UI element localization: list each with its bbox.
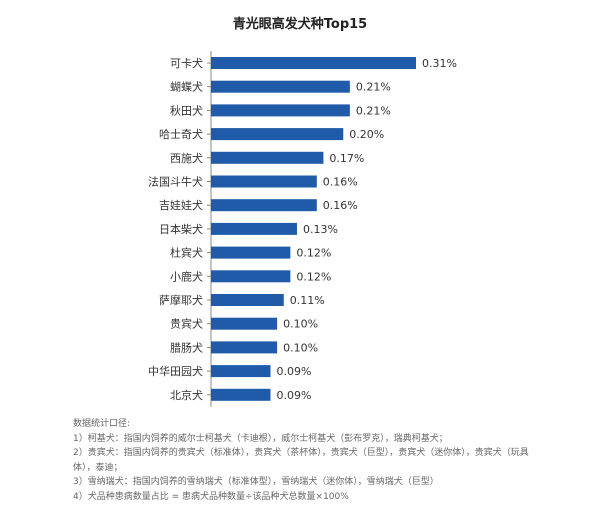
category-label: 贵宾犬 [170,317,203,331]
bar-chart: 可卡犬 0.31% 蝴蝶犬 0.21% 秋田犬 0.21% 哈士奇犬 0.20% 西施犬 0.17… [148,51,457,407]
bar [211,365,271,378]
value-label: 0.21% [356,81,391,94]
footnote-line-2: 2）贵宾犬：指国内饲养的贵宾犬（标准体），贵宾犬（茶杯体），贵宾犬（巨型），贵宾… [73,448,529,473]
category-label: 哈士奇犬 [159,127,203,141]
chart-title: 青光眼高发犬种Top15 [232,17,368,32]
bar [211,317,278,330]
value-label: 0.20% [349,128,384,141]
category-label: 秋田犬 [170,103,203,117]
footnote-line-4: 4）犬品种患病数量占比 = 患病犬品种数量÷该品种犬总数量×100% [73,491,349,502]
category-label: 吉娃娃犬 [159,198,203,212]
value-label: 0.21% [356,104,391,117]
value-label: 0.12% [296,247,331,260]
bar [211,388,271,401]
category-label: 小鹿犬 [170,269,203,283]
bar [211,80,350,93]
bar [211,270,291,283]
bar [211,341,278,354]
footnote-line-1: 1）柯基犬：指国内饲养的威尔士柯基犬（卡迪根），威尔士柯基犬（彭布罗克），瑞典柯… [73,433,448,444]
category-label: 西施犬 [170,151,203,165]
bar [211,151,324,164]
value-label: 0.13% [303,223,338,236]
footnote-heading: 数据统计口径: [73,419,131,429]
value-label: 0.16% [323,199,358,212]
footnote-line-3: 3）雪纳瑞犬：指国内饲养的雪纳瑞犬（标准体型），雪纳瑞犬（迷你体），雪纳瑞犬（巨… [73,477,439,487]
value-label: 0.09% [277,365,312,378]
category-label: 日本柴犬 [159,222,203,236]
category-label: 法国斗牛犬 [148,175,203,189]
category-label: 腊肠犬 [170,340,203,354]
value-label: 0.16% [323,176,358,189]
value-label: 0.31% [422,57,457,70]
value-label: 0.11% [290,294,325,307]
value-label: 0.09% [277,389,312,402]
value-label: 0.12% [296,270,331,283]
bar [211,128,344,141]
footnotes: 数据统计口径: 1）柯基犬：指国内饲养的威尔士柯基犬（卡迪根），威尔士柯基犬（彭… [73,417,543,504]
bar [211,104,350,117]
value-label: 0.17% [329,152,364,165]
bar [211,222,297,235]
category-label: 北京犬 [170,388,203,402]
value-label: 0.10% [283,341,318,354]
bar [211,57,416,69]
category-label: 杜宾犬 [170,246,203,260]
category-label: 可卡犬 [170,56,203,70]
bar [211,294,284,306]
bar [211,246,291,259]
bar [211,175,317,188]
category-label: 萨摩耶犬 [159,293,203,307]
bar [211,199,317,212]
category-label: 中华田园犬 [148,364,203,378]
value-label: 0.10% [283,318,318,331]
category-label: 蝴蝶犬 [170,80,203,94]
